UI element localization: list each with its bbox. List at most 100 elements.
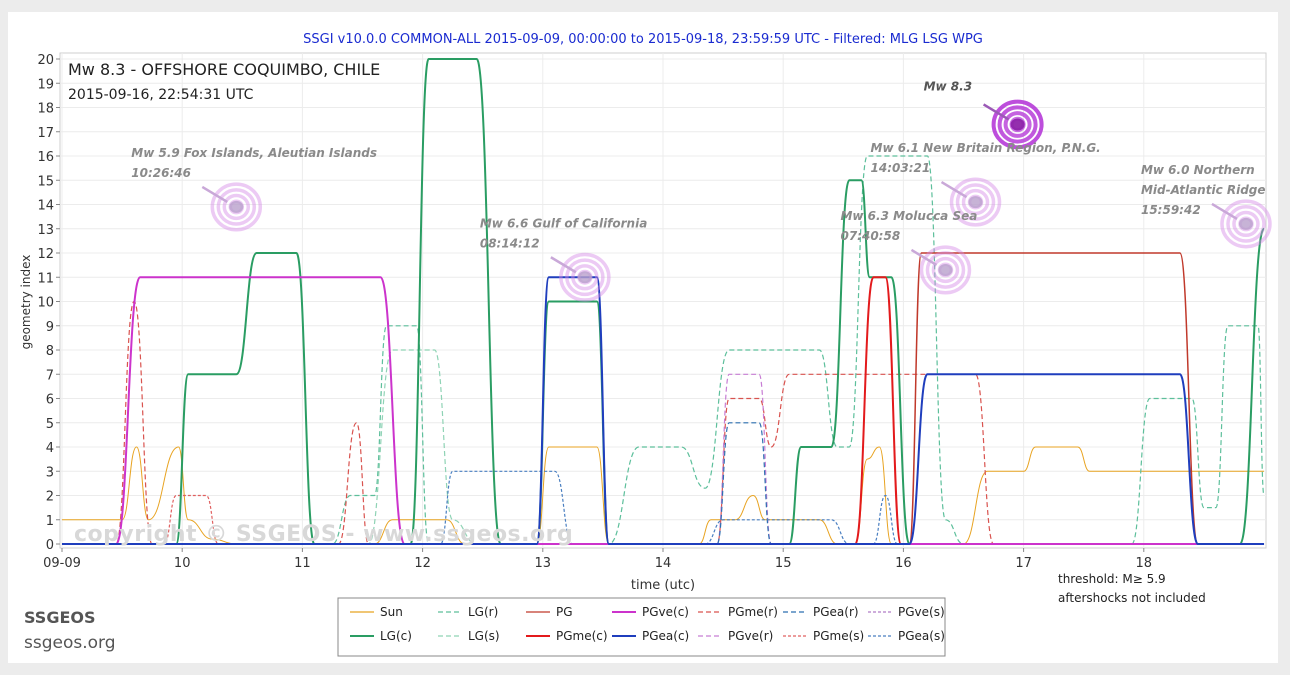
quake-time: 14:03:21 xyxy=(871,161,931,175)
x-tick-label: 17 xyxy=(1015,556,1032,571)
quake-label: Mw 8.3 xyxy=(924,79,972,93)
chart-panel: SSGI v10.0.0 COMMON-ALL 2015-09-09, 00:0… xyxy=(8,12,1278,663)
quake-label: Mw 5.9 Fox Islands, Aleutian Islands xyxy=(131,146,377,160)
legend-label: PGme(r) xyxy=(728,605,778,619)
y-tick-label: 18 xyxy=(37,102,54,117)
y-tick-label: 8 xyxy=(46,344,54,359)
x-tick-label: 09-09 xyxy=(43,556,81,571)
quake-label: Mw 6.6 Gulf of California xyxy=(480,216,647,230)
legend-label: PGea(s) xyxy=(898,629,945,643)
y-tick-label: 7 xyxy=(46,368,54,383)
legend-item-pg[interactable]: PG xyxy=(526,605,573,619)
quake-ring xyxy=(1232,210,1260,238)
quake-ring xyxy=(919,245,972,295)
y-tick-label: 6 xyxy=(46,393,54,408)
legend-item-pgve-s[interactable]: PGve(s) xyxy=(868,605,945,619)
quake-time: 07:40:58 xyxy=(840,229,900,243)
quake-ring xyxy=(210,182,263,232)
quake-ring xyxy=(571,264,599,291)
quake-marker: Mw 6.0 Northern Mid-Atlantic Ridge 15:59:4… xyxy=(1141,163,1272,249)
legend-item-sun[interactable]: Sun xyxy=(350,605,403,619)
event-title: Mw 8.3 - OFFSHORE COQUIMBO, CHILE xyxy=(68,60,380,79)
event-time: 2015-09-16, 22:54:31 UTC xyxy=(68,87,254,103)
quake-core xyxy=(229,200,244,213)
quake-marker: Mw 6.1 New Britain Region, P.N.G. 14:03:2… xyxy=(871,141,1101,227)
legend-label: PGve(c) xyxy=(642,605,689,619)
brand-url[interactable]: ssgeos.org xyxy=(24,633,116,653)
quake-ring xyxy=(991,99,1044,150)
legend-item-pgve-r[interactable]: PGve(r) xyxy=(698,629,773,643)
legend-label: PGve(s) xyxy=(898,605,945,619)
quake-pointer xyxy=(940,181,968,199)
series-line-sun xyxy=(62,446,1264,545)
quake-core xyxy=(1238,217,1253,230)
legend-item-pgme-r[interactable]: PGme(r) xyxy=(698,605,778,619)
quake-ring xyxy=(997,105,1038,144)
x-tick-label: 10 xyxy=(174,556,191,571)
x-tick-label: 13 xyxy=(535,556,552,571)
quake-time: 15:59:42 xyxy=(1141,203,1201,217)
x-tick-label: 15 xyxy=(775,556,792,571)
x-axis-label: time (utc) xyxy=(631,578,695,593)
y-tick-label: 2 xyxy=(46,490,54,505)
quake-time: 10:26:46 xyxy=(131,166,191,180)
quake-core xyxy=(938,263,953,276)
y-tick-label: 1 xyxy=(46,514,54,529)
legend-item-pgve-c[interactable]: PGve(c) xyxy=(612,605,689,619)
quake-ring xyxy=(961,188,990,216)
y-tick-label: 19 xyxy=(37,77,54,92)
threshold-note: threshold: M≥ 5.9 xyxy=(1058,572,1166,586)
legend-label: PGea(r) xyxy=(813,605,859,619)
y-tick-label: 15 xyxy=(37,174,54,189)
legend-label: LG(c) xyxy=(380,629,412,643)
y-tick-label: 4 xyxy=(46,441,54,456)
x-tick-label: 12 xyxy=(414,556,431,571)
quake-pointer xyxy=(1211,202,1238,220)
legend: Sun LG(r) PG PGve(c) PGme(r) PGea(r) PGve(s) LG… xyxy=(337,597,946,657)
x-tick-label: 11 xyxy=(294,556,311,571)
series-layer xyxy=(62,58,1265,546)
chart: SSGI v10.0.0 COMMON-ALL 2015-09-09, 00:0… xyxy=(19,32,1272,657)
y-tick-label: 12 xyxy=(37,247,54,262)
quake-pointer xyxy=(910,248,938,267)
legend-label: PGve(r) xyxy=(728,629,773,643)
quake-ring xyxy=(1220,199,1272,249)
aftershocks-note: aftershocks not included xyxy=(1058,591,1206,605)
y-tick-label: 3 xyxy=(46,465,54,480)
legend-item-pgme-s[interactable]: PGme(s) xyxy=(783,629,864,643)
quake-ring xyxy=(1226,205,1266,243)
annotation-layer: Mw 5.9 Fox Islands, Aleutian Islands 10:2… xyxy=(131,79,1272,302)
series-line-pgea-s xyxy=(62,470,1264,545)
x-tick-label: 16 xyxy=(895,556,912,571)
quake-core xyxy=(1010,118,1025,131)
quake-label: Mw 6.1 New Britain Region, P.N.G. xyxy=(871,141,1101,155)
legend-label: PGme(c) xyxy=(556,629,608,643)
quake-ring xyxy=(559,252,611,302)
legend-label: Sun xyxy=(380,605,403,619)
legend-label: LG(s) xyxy=(468,629,500,643)
legend-box xyxy=(337,597,946,657)
brand-name[interactable]: SSGEOS xyxy=(24,608,96,627)
legend-item-pgea-r[interactable]: PGea(r) xyxy=(783,605,859,619)
legend-item-lg-r[interactable]: LG(r) xyxy=(438,605,498,619)
y-tick-label: 17 xyxy=(37,126,54,141)
legend-item-pgme-c[interactable]: PGme(c) xyxy=(526,629,608,643)
y-tick-label: 5 xyxy=(46,417,54,432)
y-tick-label: 13 xyxy=(37,223,54,238)
quake-ring xyxy=(565,258,605,297)
legend-item-pgea-s[interactable]: PGea(s) xyxy=(868,629,945,643)
quake-pointer xyxy=(201,185,228,203)
y-tick-label: 11 xyxy=(37,271,54,286)
quake-label: Mw 6.0 Northern xyxy=(1141,163,1255,177)
x-tick-label: 18 xyxy=(1136,556,1153,571)
legend-label: PG xyxy=(556,605,573,619)
legend-label: LG(r) xyxy=(468,605,498,619)
legend-item-lg-c[interactable]: LG(c) xyxy=(350,629,412,643)
y-tick-label: 0 xyxy=(46,538,54,553)
y-tick-label: 14 xyxy=(37,199,54,214)
quake-label-line2: Mid-Atlantic Ridge xyxy=(1141,183,1266,197)
y-axis-label: geometry index xyxy=(19,255,33,350)
legend-item-pgea-c[interactable]: PGea(c) xyxy=(612,629,689,643)
legend-item-lg-s[interactable]: LG(s) xyxy=(438,629,500,643)
quake-ring xyxy=(931,256,960,284)
